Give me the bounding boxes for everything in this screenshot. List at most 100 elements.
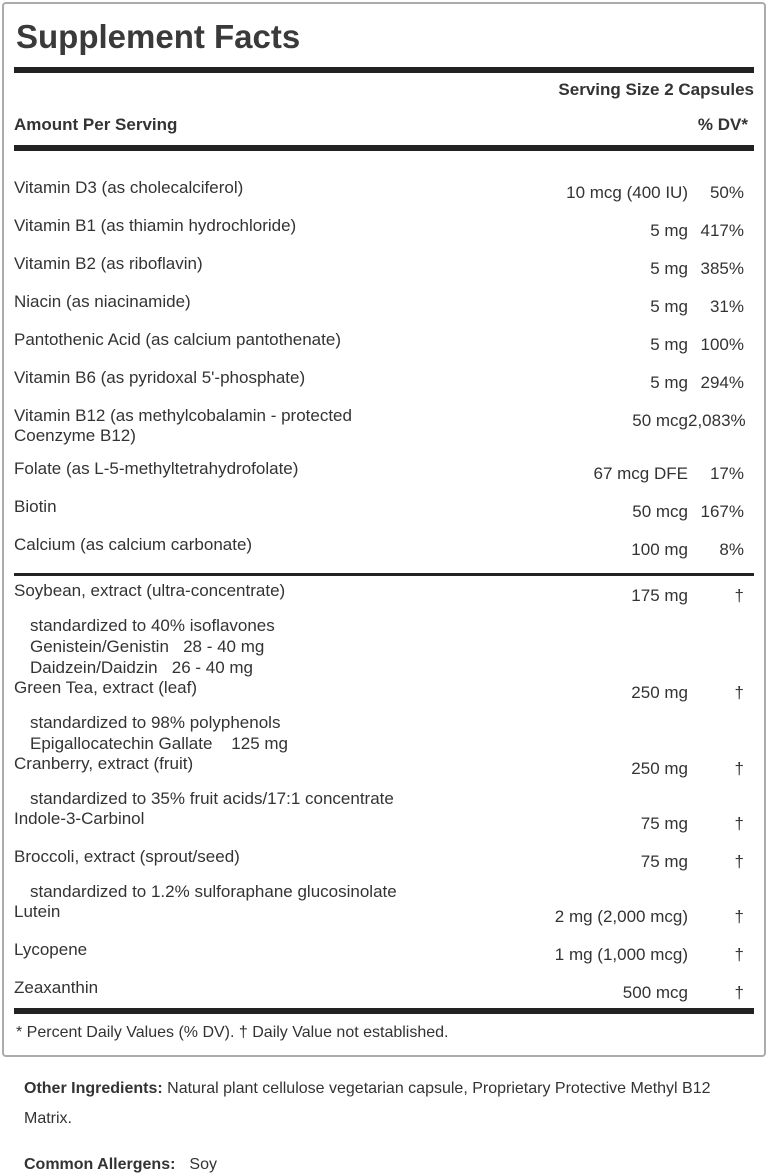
below-panel-text: Other Ingredients: Natural plant cellulo…: [0, 1074, 768, 1176]
nutrient-row: Niacin (as niacinamide) 5 mg 31%: [14, 292, 754, 317]
supplement-facts-panel: Supplement Facts Serving Size 2 Capsules…: [2, 2, 766, 1058]
nutrient-row: Biotin 50 mcg 167%: [14, 497, 754, 522]
nutrient-dv: 294%: [700, 373, 744, 393]
nutrient-name: Niacin (as niacinamide): [14, 292, 191, 312]
nutrient-name: Lutein: [14, 902, 61, 922]
nutrient-name: Vitamin B6 (as pyridoxal 5'-phosphate): [14, 368, 306, 388]
nutrient-dv: 31%: [709, 297, 744, 317]
nutrient-row: Vitamin B2 (as riboflavin) 5 mg 385%: [14, 254, 754, 279]
nutrient-amount: 100 mg: [631, 540, 688, 560]
nutrient-dv: †: [734, 907, 744, 927]
nutrient-name: Vitamin B1 (as thiamin hydrochloride): [14, 216, 297, 236]
nutrient-row: Zeaxanthin 500 mcg †: [14, 978, 754, 1003]
panel-title: Supplement Facts: [16, 18, 301, 55]
nutrient-dv: 167%: [700, 502, 744, 522]
nutrient-row: Vitamin B12 (as methylcobalamin - protec…: [14, 406, 754, 446]
nutrient-name: Pantothenic Acid (as calcium pantothenat…: [14, 330, 341, 350]
nutrient-name: Folate (as L-5-methyltetrahydrofolate): [14, 459, 299, 479]
nutrient-amount: 250 mg: [631, 759, 688, 779]
nutrient-amount: 10 mcg (400 IU): [566, 183, 688, 203]
sub-detail-line: standardized to 98% polyphenols: [30, 713, 281, 733]
botanical-rows: Soybean, extract (ultra-concentrate) 175 …: [14, 581, 754, 1003]
sub-detail-line: standardized to 1.2% sulforaphane glucos…: [30, 882, 397, 902]
nutrient-dv: †: [734, 945, 744, 965]
nutrient-name: Zeaxanthin: [14, 978, 99, 998]
sub-details: standardized to 98% polyphenols Epigalloc…: [14, 712, 754, 754]
sub-detail-line: Daidzein/Daidzin 26 - 40 mg: [30, 658, 254, 678]
common-allergens-label: Common Allergens:: [24, 1156, 176, 1174]
sub-details: standardized to 1.2% sulforaphane glucos…: [14, 881, 754, 902]
dv-footnote: * Percent Daily Values (% DV). † Daily V…: [16, 1024, 449, 1042]
nutrient-row: Folate (as L-5-methyltetrahydrofolate) 67…: [14, 459, 754, 484]
nutrient-name: Lycopene: [14, 940, 88, 960]
nutrient-row: Pantothenic Acid (as calcium pantothenat…: [14, 330, 754, 355]
nutrient-row: Calcium (as calcium carbonate) 100 mg 8%: [14, 535, 754, 560]
column-header-row: Amount Per Serving % DV*: [14, 115, 754, 135]
nutrient-dv: 17%: [709, 464, 744, 484]
nutrient-row: Vitamin B1 (as thiamin hydrochloride) 5 m…: [14, 216, 754, 241]
common-allergens-value: Soy: [189, 1156, 217, 1174]
nutrient-amount: 1 mg (1,000 mcg): [554, 945, 688, 965]
nutrient-row: Vitamin D3 (as cholecalciferol) 10 mcg (4…: [14, 178, 754, 203]
nutrient-amount: 175 mg: [631, 586, 688, 606]
thick-rule-top: [14, 67, 754, 74]
nutrient-amount: 50 mcg: [632, 411, 688, 431]
nutrient-amount: 250 mg: [631, 683, 688, 703]
nutrient-amount: 75 mg: [640, 852, 688, 872]
nutrient-row: Vitamin B6 (as pyridoxal 5'-phosphate) 5 …: [14, 368, 754, 393]
nutrient-row: Soybean, extract (ultra-concentrate) 175 …: [14, 581, 754, 606]
nutrient-name: Soybean, extract (ultra-concentrate): [14, 581, 286, 601]
nutrient-dv: 385%: [700, 259, 744, 279]
nutrient-name: Cranberry, extract (fruit): [14, 754, 194, 774]
nutrient-amount: 5 mg: [650, 221, 688, 241]
nutrient-name: Calcium (as calcium carbonate): [14, 535, 253, 555]
nutrient-dv: 100%: [700, 335, 744, 355]
nutrient-dv: †: [734, 759, 744, 779]
nutrient-amount: 50 mcg: [632, 502, 688, 522]
nutrient-row: Green Tea, extract (leaf) 250 mg †: [14, 678, 754, 703]
nutrient-dv: †: [734, 852, 744, 872]
nutrient-amount: 5 mg: [650, 297, 688, 317]
nutrient-name: Vitamin B2 (as riboflavin): [14, 254, 203, 274]
nutrient-amount: 5 mg: [650, 373, 688, 393]
sub-detail-line: Genistein/Genistin 28 - 40 mg: [30, 637, 265, 657]
nutrient-dv: 8%: [719, 540, 744, 560]
nutrient-row: Lycopene 1 mg (1,000 mcg) †: [14, 940, 754, 965]
nutrient-row: Lutein 2 mg (2,000 mcg) †: [14, 902, 754, 927]
percent-dv-header: % DV*: [697, 115, 748, 135]
nutrient-name: Green Tea, extract (leaf): [14, 678, 197, 698]
sub-detail-line: standardized to 35% fruit acids/17:1 con…: [30, 789, 394, 809]
nutrient-row: Cranberry, extract (fruit) 250 mg †: [14, 754, 754, 779]
nutrient-amount: 2 mg (2,000 mcg): [554, 907, 688, 927]
nutrient-amount: 500 mcg: [622, 983, 688, 1003]
nutrient-dv: †: [734, 983, 744, 1003]
thick-rule-bottom: [14, 1008, 754, 1015]
nutrient-dv: 50%: [709, 183, 744, 203]
nutrient-row: Indole-3-Carbinol 75 mg †: [14, 809, 754, 834]
nutrient-name: Broccoli, extract (sprout/seed): [14, 847, 240, 867]
other-ingredients-label: Other Ingredients:: [24, 1080, 163, 1098]
common-allergens: Common Allergens: Soy: [24, 1154, 756, 1176]
other-ingredients: Other Ingredients: Natural plant cellulo…: [24, 1074, 756, 1134]
sub-detail-line: Epigallocatechin Gallate 125 mg: [30, 734, 288, 754]
amount-per-serving-header: Amount Per Serving: [14, 115, 178, 135]
nutrient-dv: †: [734, 586, 744, 606]
nutrient-dv: 417%: [700, 221, 744, 241]
nutrient-amount: 75 mg: [640, 814, 688, 834]
nutrient-name: Vitamin D3 (as cholecalciferol): [14, 178, 244, 198]
nutrient-row: Broccoli, extract (sprout/seed) 75 mg †: [14, 847, 754, 872]
thick-rule-header: [14, 145, 754, 152]
serving-size: Serving Size 2 Capsules: [558, 80, 754, 100]
nutrient-name: Vitamin B12 (as methylcobalamin - protec…: [14, 406, 352, 446]
vitamin-rows: Vitamin D3 (as cholecalciferol) 10 mcg (4…: [14, 151, 754, 560]
nutrient-dv: 2,083%: [688, 411, 746, 431]
nutrient-dv: †: [734, 814, 744, 834]
nutrient-name: Biotin: [14, 497, 57, 517]
nutrient-name: Indole-3-Carbinol: [14, 809, 145, 829]
nutrient-amount: 5 mg: [650, 335, 688, 355]
section-divider: [14, 573, 754, 577]
nutrient-dv: †: [734, 683, 744, 703]
nutrient-amount: 67 mcg DFE: [593, 464, 688, 484]
nutrient-amount: 5 mg: [650, 259, 688, 279]
sub-details: standardized to 35% fruit acids/17:1 con…: [14, 788, 754, 809]
